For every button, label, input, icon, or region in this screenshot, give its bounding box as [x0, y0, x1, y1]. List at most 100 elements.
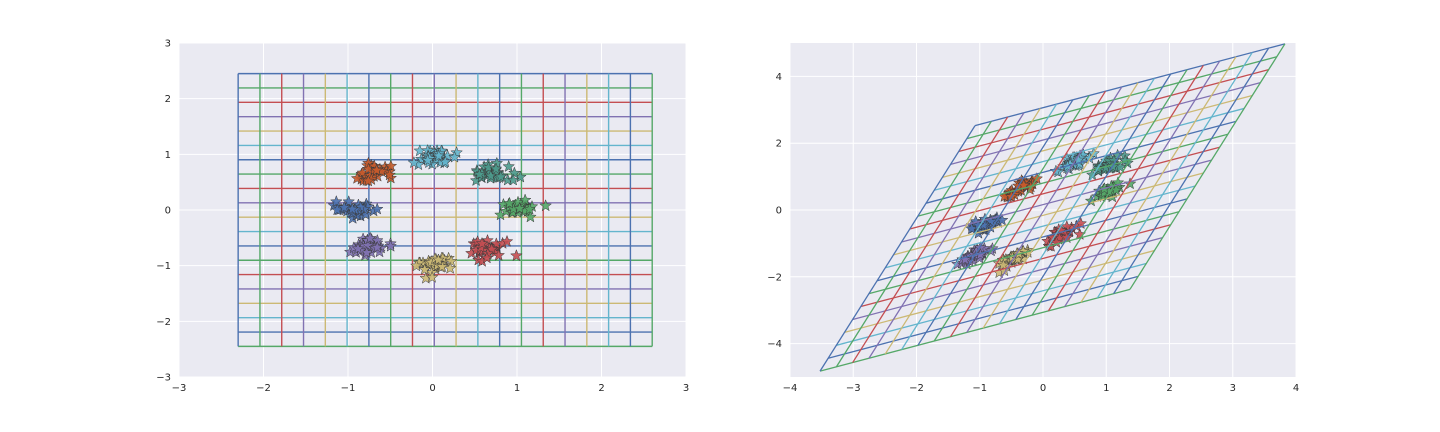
- star-point: [354, 200, 368, 213]
- x-tick-label: 2: [1166, 383, 1172, 394]
- y-tick-label: −2: [156, 317, 171, 328]
- cluster: [407, 143, 463, 171]
- star-point: [508, 166, 521, 179]
- transformed-vertical-line: [1113, 47, 1270, 294]
- transformed-horizontal-line: [836, 262, 1147, 346]
- star-point: [523, 202, 536, 215]
- transformed-grid: [819, 43, 1286, 372]
- star-point: [425, 270, 439, 283]
- transformed-vertical-line: [901, 103, 1058, 350]
- transformed-vertical-line: [998, 77, 1155, 325]
- cluster: [350, 156, 398, 187]
- y-tick-label: −4: [767, 339, 782, 350]
- transformed-horizontal-line: [925, 120, 1237, 204]
- transformed-horizontal-line: [819, 288, 1131, 372]
- x-tick-label: 4: [1293, 383, 1299, 394]
- star-point: [410, 259, 423, 272]
- star-point: [418, 262, 432, 275]
- transformed-vertical-line: [852, 116, 1009, 363]
- transformed-vertical-line: [884, 108, 1041, 355]
- transformed-vertical-line: [1031, 69, 1188, 316]
- y-tick-label: −3: [156, 373, 171, 384]
- x-tick-label: 0: [429, 383, 435, 394]
- star-point: [996, 258, 1010, 271]
- y-tick-label: 2: [165, 94, 171, 105]
- transformed-horizontal-line: [958, 69, 1269, 153]
- star-point: [361, 174, 375, 187]
- star-point: [370, 202, 384, 215]
- cluster: [343, 231, 397, 261]
- star-point: [513, 201, 526, 214]
- y-tick-label: 4: [776, 72, 782, 83]
- transformed-vertical-line: [1080, 56, 1237, 303]
- star-point: [1008, 187, 1021, 201]
- y-tick-label: 1: [165, 150, 171, 161]
- transformed-horizontal-line: [852, 237, 1163, 321]
- star-point: [329, 194, 343, 208]
- x-tick-label: 3: [683, 383, 689, 394]
- y-tick-label: 2: [776, 139, 782, 150]
- transformed-vertical-line: [868, 112, 1025, 359]
- x-tick-label: 2: [598, 383, 604, 394]
- transformed-horizontal-line: [860, 224, 1171, 308]
- star-point: [432, 149, 446, 162]
- transformed-vertical-line: [1047, 65, 1204, 312]
- star-point: [363, 231, 377, 244]
- left-axes: −3 −2 −1 0 1 2 3 −3 −2 −1 0 1 2 3: [156, 39, 689, 395]
- cluster: [327, 194, 384, 224]
- star-point: [383, 168, 396, 181]
- x-tick-label: −3: [846, 383, 861, 394]
- transformed-vertical-line: [1064, 60, 1221, 307]
- star-point: [370, 163, 384, 176]
- x-tick-label: −3: [172, 383, 187, 394]
- transformed-horizontal-line: [942, 94, 1253, 178]
- star-point: [362, 162, 375, 175]
- transformed-horizontal-line: [901, 159, 1212, 243]
- star-point: [524, 210, 537, 223]
- star-point: [361, 238, 375, 251]
- star-point: [958, 252, 972, 266]
- plot-content: [819, 43, 1286, 372]
- transformed-vertical-line: [917, 99, 1074, 346]
- star-point: [384, 159, 398, 172]
- star-point: [482, 160, 495, 174]
- transformed-vertical-line: [1015, 73, 1172, 320]
- star-point: [539, 199, 552, 212]
- star-point: [500, 234, 514, 247]
- star-point: [492, 248, 506, 261]
- star-point: [502, 159, 516, 172]
- plot-content: [237, 72, 653, 348]
- x-tick-label: −1: [341, 383, 356, 394]
- cluster: [494, 193, 552, 223]
- star-point: [506, 173, 520, 186]
- transformed-vertical-line: [819, 125, 976, 372]
- transformed-horizontal-line: [844, 249, 1155, 334]
- transformed-vertical-line: [835, 121, 992, 368]
- transformed-horizontal-line: [893, 172, 1204, 256]
- star-point: [473, 167, 486, 180]
- transformed-vertical-line: [1096, 52, 1253, 299]
- star-point: [384, 239, 397, 252]
- star-point: [475, 236, 489, 249]
- y-tick-label: 3: [165, 39, 171, 50]
- transformed-vertical-line: [966, 86, 1123, 333]
- star-point: [444, 254, 458, 267]
- x-tick-label: 1: [1103, 383, 1109, 394]
- transformed-vertical-line: [933, 95, 1090, 342]
- transformed-horizontal-line: [885, 185, 1196, 269]
- star-point: [1012, 247, 1026, 260]
- star-point: [337, 200, 351, 213]
- transformed-horizontal-line: [917, 133, 1229, 217]
- star-point: [350, 171, 364, 184]
- star-point: [494, 170, 508, 183]
- transformed-vertical-line: [1129, 43, 1286, 290]
- y-tick-label: 0: [165, 206, 171, 217]
- transformed-horizontal-line: [909, 146, 1220, 230]
- transformed-horizontal-line: [934, 107, 1245, 191]
- star-point: [342, 195, 356, 208]
- star-point: [407, 156, 421, 169]
- star-point: [432, 253, 445, 266]
- transformed-vertical-line: [949, 90, 1107, 338]
- x-tick-label: 0: [1040, 383, 1046, 394]
- star-point: [1060, 231, 1074, 244]
